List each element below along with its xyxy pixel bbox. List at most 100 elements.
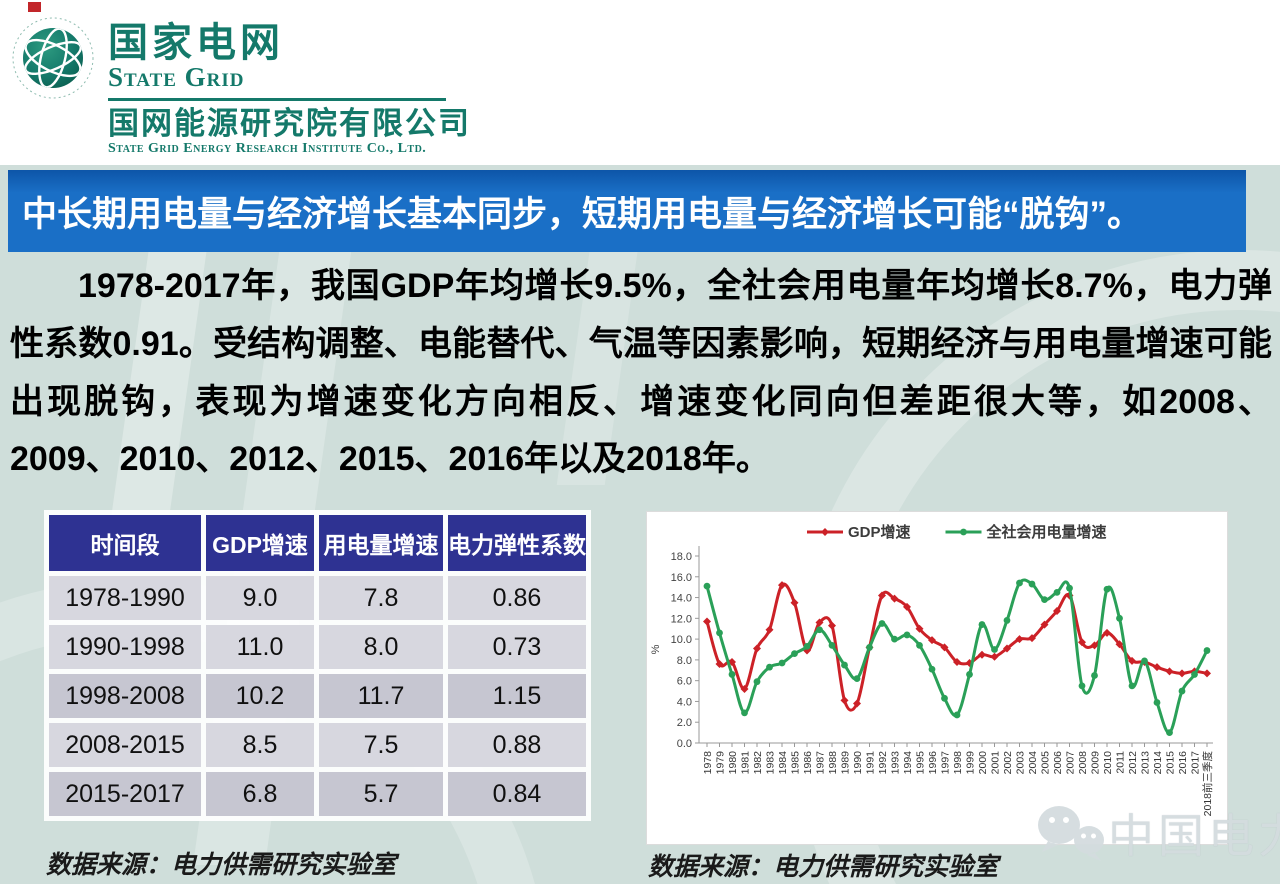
y-tick-label: 10.0 — [671, 634, 692, 646]
y-axis-label: % — [650, 644, 662, 654]
series-marker-0 — [953, 657, 961, 666]
series-marker-1 — [1153, 699, 1161, 706]
table-cell: 7.8 — [319, 576, 443, 620]
series-marker-1 — [1041, 596, 1048, 604]
logo-text-block: 国家电网 State Grid 国网能源研究院有限公司 State Grid E… — [108, 22, 471, 157]
series-marker-0 — [1128, 656, 1136, 665]
x-tick-label: 2000 — [977, 751, 989, 775]
table-cell: 5.7 — [319, 772, 443, 816]
series-marker-1 — [841, 661, 848, 669]
series-marker-0 — [765, 625, 774, 634]
series-marker-0 — [1203, 669, 1211, 678]
x-tick-label: 1983 — [765, 751, 777, 775]
x-tick-label: 2006 — [1052, 751, 1064, 775]
series-marker-1 — [1028, 580, 1036, 588]
series-marker-0 — [940, 643, 949, 652]
table-cell: 8.0 — [319, 625, 443, 669]
series-marker-0 — [1165, 667, 1174, 676]
red-corner-mark — [28, 2, 41, 12]
x-tick-label: 2002 — [1002, 751, 1014, 775]
y-tick-label: 6.0 — [677, 676, 692, 688]
series-marker-1 — [853, 675, 861, 682]
series-marker-1 — [1003, 617, 1011, 624]
series-marker-1 — [1078, 682, 1086, 690]
table-cell: 1978-1990 — [49, 576, 201, 620]
table-cell: 11.0 — [206, 625, 314, 669]
x-tick-label: 1984 — [777, 751, 789, 775]
series-marker-1 — [916, 641, 923, 649]
series-marker-1 — [753, 678, 761, 686]
series-marker-1 — [816, 626, 823, 634]
series-marker-1 — [803, 642, 811, 650]
series-marker-0 — [790, 598, 799, 607]
table-cell: 2008-2015 — [49, 723, 201, 767]
series-marker-1 — [878, 620, 886, 627]
series-marker-1 — [703, 582, 711, 590]
series-marker-0 — [990, 652, 999, 661]
x-tick-label: 2003 — [1015, 751, 1027, 775]
table-cell: 0.88 — [448, 723, 586, 767]
y-tick-label: 4.0 — [677, 696, 692, 708]
x-tick-label: 1991 — [865, 751, 877, 775]
state-grid-globe-icon — [8, 6, 100, 111]
x-tick-label: 1992 — [877, 751, 889, 775]
series-marker-1 — [1191, 671, 1198, 678]
x-tick-label: 2005 — [1040, 751, 1052, 775]
table-header-cell: GDP增速 — [206, 515, 314, 571]
x-tick-label: 1997 — [940, 751, 952, 775]
x-tick-label: 2011 — [1115, 751, 1127, 774]
x-tick-label: 1982 — [752, 751, 764, 775]
x-tick-label: 1988 — [827, 751, 839, 775]
series-marker-0 — [728, 657, 736, 666]
table-cell: 8.5 — [206, 723, 314, 767]
series-marker-0 — [1103, 628, 1111, 637]
wechat-icon — [1038, 806, 1104, 861]
x-tick-label: 1999 — [965, 751, 977, 775]
series-marker-0 — [1003, 644, 1011, 653]
series-marker-1 — [1091, 672, 1098, 679]
series-marker-0 — [928, 636, 936, 645]
x-tick-label: 1985 — [790, 751, 802, 775]
table-cell: 11.7 — [319, 674, 443, 718]
table-cell: 1998-2008 — [49, 674, 201, 718]
series-marker-0 — [740, 684, 749, 693]
x-tick-label: 1980 — [727, 751, 739, 775]
series-marker-1 — [1016, 579, 1023, 587]
wechat-watermark: 中国电力 — [1036, 800, 1280, 866]
series-marker-0 — [978, 650, 986, 659]
series-marker-0 — [1178, 669, 1186, 678]
x-tick-label: 2016 — [1177, 751, 1189, 775]
table-row: 2015-2017 6.8 5.7 0.84 — [49, 772, 586, 816]
series-marker-1 — [1128, 682, 1136, 690]
x-tick-label: 1996 — [927, 751, 939, 775]
table-cell: 6.8 — [206, 772, 314, 816]
series-marker-1 — [1053, 588, 1061, 596]
y-tick-label: 18.0 — [671, 551, 692, 563]
series-marker-0 — [853, 699, 861, 708]
series-marker-0 — [915, 624, 924, 633]
series-marker-1 — [778, 659, 786, 667]
table-cell: 1.15 — [448, 674, 586, 718]
table-row: 2008-2015 8.5 7.5 0.88 — [49, 723, 586, 767]
series-marker-0 — [1153, 663, 1161, 672]
x-tick-label: 2013 — [1140, 751, 1152, 775]
series-marker-0 — [703, 617, 711, 626]
x-tick-label: 1987 — [815, 751, 827, 775]
series-marker-1 — [941, 694, 948, 702]
watermark-text: 中国电力 — [1108, 810, 1280, 862]
series-marker-1 — [1066, 584, 1073, 592]
logo-divider — [108, 98, 446, 101]
table-cell: 0.86 — [448, 576, 586, 620]
legend-marker-1 — [960, 528, 967, 536]
table-header-row: 时间段 GDP增速 用电量增速 电力弹性系数 — [49, 515, 586, 571]
x-tick-label: 1978 — [702, 751, 714, 775]
legend-label-0: GDP增速 — [848, 523, 911, 541]
table-row: 1990-1998 11.0 8.0 0.73 — [49, 625, 586, 669]
brand-name-en: State Grid — [108, 62, 245, 92]
org-name-en: State Grid Energy Research Institute Co.… — [108, 141, 427, 157]
series-marker-1 — [1178, 687, 1186, 695]
series-marker-1 — [1116, 614, 1123, 622]
series-marker-1 — [1141, 657, 1148, 665]
x-tick-label: 1998 — [952, 751, 964, 775]
